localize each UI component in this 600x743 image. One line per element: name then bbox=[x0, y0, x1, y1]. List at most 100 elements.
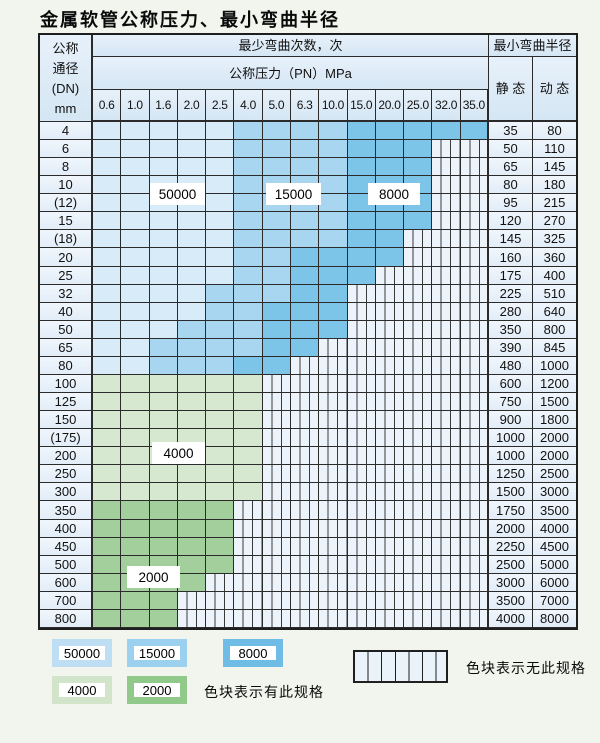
dn-cell: 350 bbox=[40, 501, 93, 520]
no-spec-cell bbox=[404, 483, 433, 502]
zone-label-2000: 2000 bbox=[127, 566, 180, 588]
static-cell: 2000 bbox=[489, 519, 533, 538]
static-cell: 4000 bbox=[489, 609, 533, 628]
no-spec-cell bbox=[347, 338, 376, 357]
spec-cell bbox=[93, 609, 122, 628]
static-cell: 2250 bbox=[489, 537, 533, 556]
spec-cell bbox=[149, 609, 178, 628]
static-cell: 145 bbox=[489, 230, 533, 249]
no-spec-cell bbox=[432, 411, 461, 430]
no-spec-cell bbox=[262, 483, 291, 502]
dn-cell: 4 bbox=[40, 122, 93, 141]
dynamic-cell: 1200 bbox=[533, 374, 576, 394]
spec-cell bbox=[177, 374, 207, 394]
legend-swatch-15000: 15000 bbox=[127, 639, 187, 667]
dn-cell: 65 bbox=[40, 338, 93, 357]
spec-cell bbox=[319, 284, 348, 303]
no-spec-cell bbox=[375, 266, 405, 285]
spec-cell bbox=[262, 302, 291, 321]
no-spec-cell bbox=[262, 519, 291, 538]
spec-cell bbox=[375, 140, 405, 159]
spec-cell bbox=[234, 338, 263, 357]
no-spec-cell bbox=[404, 501, 433, 520]
no-spec-cell bbox=[404, 411, 433, 430]
static-cell: 95 bbox=[489, 194, 533, 213]
spec-cell bbox=[206, 519, 235, 538]
no-spec-cell bbox=[460, 501, 489, 520]
no-spec-cell bbox=[290, 411, 320, 430]
no-spec-cell bbox=[432, 194, 461, 213]
no-spec-cell bbox=[460, 447, 489, 466]
spec-cell bbox=[290, 266, 320, 285]
no-spec-cell bbox=[460, 356, 489, 375]
spec-cell bbox=[206, 302, 235, 321]
zone-label-50000: 50000 bbox=[150, 183, 205, 205]
no-spec-cell bbox=[432, 573, 461, 592]
spec-cell bbox=[149, 393, 178, 412]
no-spec-cell bbox=[347, 519, 376, 538]
spec-cell bbox=[121, 212, 150, 231]
spec-cell bbox=[149, 230, 178, 249]
no-spec-cell bbox=[262, 501, 291, 520]
spec-cell bbox=[262, 284, 291, 303]
no-spec-cell bbox=[234, 519, 263, 538]
dn-cell: (18) bbox=[40, 230, 93, 249]
no-spec-cell bbox=[347, 501, 376, 520]
spec-cell bbox=[93, 140, 122, 159]
dynamic-cell: 215 bbox=[533, 194, 576, 213]
no-spec-cell bbox=[460, 266, 489, 285]
spec-cell bbox=[93, 465, 122, 484]
dynamic-cell: 360 bbox=[533, 248, 576, 267]
spec-cell bbox=[149, 501, 178, 520]
no-spec-cell bbox=[319, 555, 348, 574]
no-spec-cell bbox=[432, 158, 461, 177]
spec-cell bbox=[121, 519, 150, 538]
no-spec-cell bbox=[234, 555, 263, 574]
zone-label-4000: 4000 bbox=[152, 442, 205, 464]
static-cell: 225 bbox=[489, 284, 533, 303]
dynamic-cell: 8000 bbox=[533, 609, 576, 628]
spec-cell bbox=[177, 212, 207, 231]
spec-cell bbox=[93, 176, 122, 195]
no-spec-cell bbox=[404, 266, 433, 285]
spec-cell bbox=[206, 501, 235, 520]
no-spec-cell bbox=[319, 393, 348, 412]
spec-cell bbox=[290, 140, 320, 159]
spec-cell bbox=[347, 212, 376, 231]
no-spec-cell bbox=[460, 393, 489, 412]
no-spec-cell bbox=[460, 609, 489, 628]
spec-cell bbox=[234, 447, 263, 466]
no-spec-cell bbox=[234, 591, 263, 610]
spec-cell bbox=[177, 302, 207, 321]
spec-cell bbox=[234, 212, 263, 231]
pressure-tick: 4.0 bbox=[234, 90, 263, 122]
no-spec-cell bbox=[319, 591, 348, 610]
zone-label-15000: 15000 bbox=[266, 183, 321, 205]
spec-cell bbox=[121, 176, 150, 195]
spec-cell bbox=[177, 266, 207, 285]
dynamic-cell: 6000 bbox=[533, 573, 576, 592]
spec-cell bbox=[290, 230, 320, 249]
spec-cell bbox=[234, 230, 263, 249]
no-spec-cell bbox=[262, 537, 291, 556]
dn-cell: 500 bbox=[40, 555, 93, 574]
no-spec-cell bbox=[460, 302, 489, 321]
spec-cell bbox=[206, 411, 235, 430]
no-spec-cell bbox=[375, 411, 405, 430]
dn-header-line4: mm bbox=[54, 101, 77, 116]
static-cell: 175 bbox=[489, 266, 533, 285]
spec-cell bbox=[93, 284, 122, 303]
no-spec-cell bbox=[404, 248, 433, 267]
dn-cell: 450 bbox=[40, 537, 93, 556]
dn-cell: 15 bbox=[40, 212, 93, 231]
no-spec-cell bbox=[290, 465, 320, 484]
spec-cell bbox=[206, 122, 235, 141]
dynamic-cell: 510 bbox=[533, 284, 576, 303]
spec-cell bbox=[177, 284, 207, 303]
spec-cell bbox=[93, 194, 122, 213]
spec-cell bbox=[319, 248, 348, 267]
spec-cell bbox=[93, 393, 122, 412]
spec-cell bbox=[121, 284, 150, 303]
spec-cell bbox=[93, 356, 122, 375]
spec-cell bbox=[121, 591, 150, 610]
